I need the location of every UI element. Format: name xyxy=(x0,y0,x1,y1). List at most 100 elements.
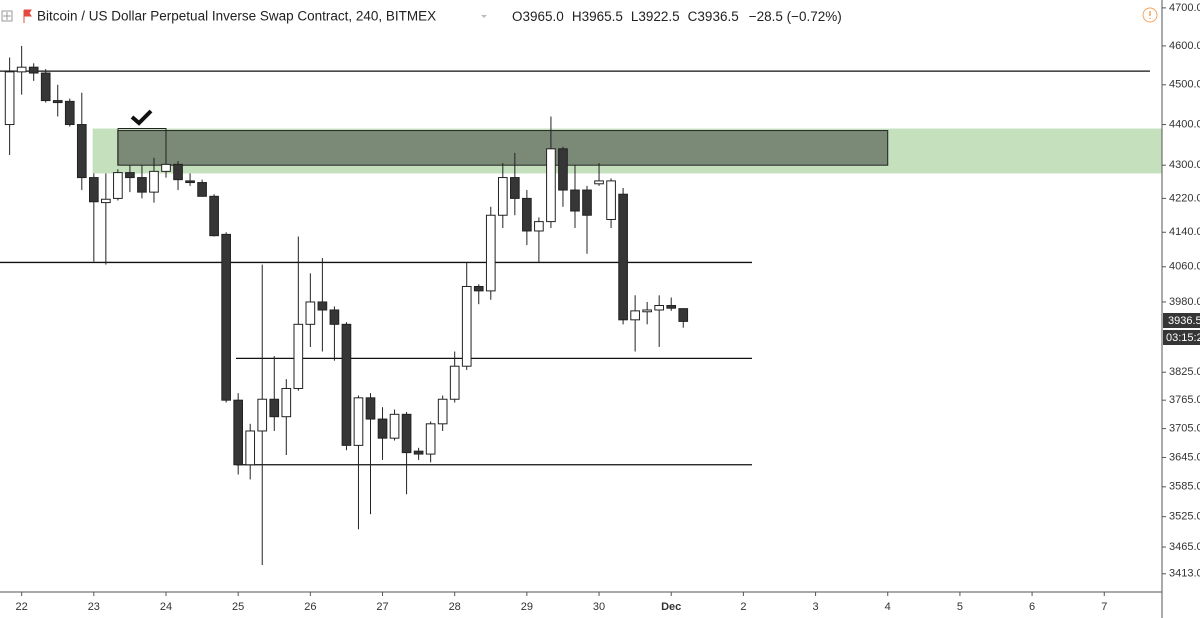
candle-body xyxy=(365,397,376,420)
candle-body xyxy=(341,323,352,446)
candle-body xyxy=(137,177,147,193)
x-tick-label: 25 xyxy=(232,601,244,613)
candle-body xyxy=(88,177,99,203)
y-tick-label: 3525.0 xyxy=(1169,511,1200,523)
candle-body xyxy=(449,365,460,400)
candle-body xyxy=(305,301,316,325)
y-tick-label: 4140.0 xyxy=(1169,226,1200,238)
candle-body xyxy=(546,148,556,223)
candle-body xyxy=(221,233,231,401)
y-tick-label: 4500.0 xyxy=(1169,79,1200,91)
candle-body xyxy=(654,305,665,311)
candle-body xyxy=(401,413,412,454)
candle-body xyxy=(497,177,508,216)
candle-body xyxy=(101,198,111,204)
candle-body xyxy=(642,309,652,313)
value: 3965.5 xyxy=(582,9,623,24)
candle-body xyxy=(233,399,244,466)
candle-body xyxy=(485,214,496,292)
candle-body xyxy=(161,163,171,172)
y-tick-label: 3465.0 xyxy=(1169,541,1200,553)
y-tick-label: 4700.0 xyxy=(1169,2,1200,14)
header: Bitcoin / US Dollar Perpetual Inverse Sw… xyxy=(1,7,1158,24)
y-tick-label: 3705.0 xyxy=(1169,422,1200,434)
candle-body xyxy=(40,72,51,102)
candle-body xyxy=(113,172,123,199)
candle-body xyxy=(461,285,472,367)
candle-body xyxy=(16,66,27,73)
candle-body xyxy=(209,195,219,237)
candle-body xyxy=(437,398,448,425)
candle-body xyxy=(185,180,195,184)
x-tick-label: 26 xyxy=(304,601,316,613)
x-tick-label: 5 xyxy=(957,601,963,613)
x-tick-label: 23 xyxy=(88,601,100,613)
x-tick-label: 27 xyxy=(376,601,388,613)
candle-body xyxy=(257,398,268,432)
dropdown-icon xyxy=(481,15,487,18)
candle-body xyxy=(510,177,520,199)
y-tick-label: 4060.0 xyxy=(1169,261,1200,273)
ohlc-legend: O3965.0 H3965.5 L3922.5 C3936.5 −28.5 (−0.72… xyxy=(512,9,842,24)
x-tick-label: 2 xyxy=(740,601,746,613)
candle-body xyxy=(425,423,436,455)
candle-body xyxy=(618,193,628,321)
change: −28.5 (−0.72%) xyxy=(749,9,842,24)
candle-body xyxy=(594,180,604,185)
candle-body xyxy=(413,450,424,455)
y-tick-label: 4220.0 xyxy=(1169,192,1200,204)
box xyxy=(117,130,889,166)
candle-body xyxy=(76,124,87,179)
countdown: 03:15:2 xyxy=(1166,332,1200,344)
last-price-label: 3936.5 xyxy=(1168,315,1200,327)
candle-body xyxy=(4,71,15,126)
candle-body xyxy=(293,323,304,389)
alert-icon[interactable] xyxy=(1142,7,1158,23)
candle-body xyxy=(173,163,183,181)
y-tick-label: 3765.0 xyxy=(1169,394,1200,406)
value: 3936.5 xyxy=(697,9,738,24)
candle-body xyxy=(606,180,616,220)
candle-body xyxy=(245,430,256,466)
candle-body xyxy=(522,197,532,232)
x-tick-label: 6 xyxy=(1029,601,1035,613)
chart-title: Bitcoin / US Dollar Perpetual Inverse Sw… xyxy=(37,9,436,24)
icon xyxy=(1,10,13,22)
plot-area xyxy=(0,45,1163,565)
y-tick-label: 3413.0 xyxy=(1169,568,1200,580)
candle-body xyxy=(281,387,292,418)
x-tick-label: 24 xyxy=(160,601,172,613)
value: 3965.0 xyxy=(523,9,564,24)
candle-body xyxy=(582,189,592,216)
candle-body xyxy=(558,148,568,191)
x-tick-label: Dec xyxy=(661,601,681,613)
candle-body xyxy=(28,66,39,74)
candle-body xyxy=(678,308,689,322)
y-tick-label: 3645.0 xyxy=(1169,451,1200,463)
candle-body xyxy=(269,398,280,418)
candle-body xyxy=(534,221,544,232)
y-tick-label: 4300.0 xyxy=(1169,159,1200,171)
x-tick-label: 3 xyxy=(813,601,819,613)
countdown-bg xyxy=(1163,330,1200,345)
checkmark xyxy=(130,109,153,126)
label: L xyxy=(631,9,639,24)
y-tick-label: 3980.0 xyxy=(1169,296,1200,308)
x-tick-label: 22 xyxy=(16,601,28,613)
y-tick-label: 3825.0 xyxy=(1169,366,1200,378)
y-tick-label: 3585.0 xyxy=(1169,481,1200,493)
x-tick-label: 4 xyxy=(885,601,891,613)
x-tick-label: 7 xyxy=(1101,601,1107,613)
candle-body xyxy=(666,305,677,309)
candle-body xyxy=(52,100,63,104)
candle-body xyxy=(64,100,75,126)
candle-body xyxy=(377,418,388,439)
price-label-bg xyxy=(1163,313,1200,328)
label: C xyxy=(688,9,698,24)
icon xyxy=(3,12,11,20)
candle-body xyxy=(149,170,159,193)
x-tick-label: 30 xyxy=(593,601,605,613)
candle-body xyxy=(197,182,207,197)
candle-body xyxy=(473,285,484,292)
